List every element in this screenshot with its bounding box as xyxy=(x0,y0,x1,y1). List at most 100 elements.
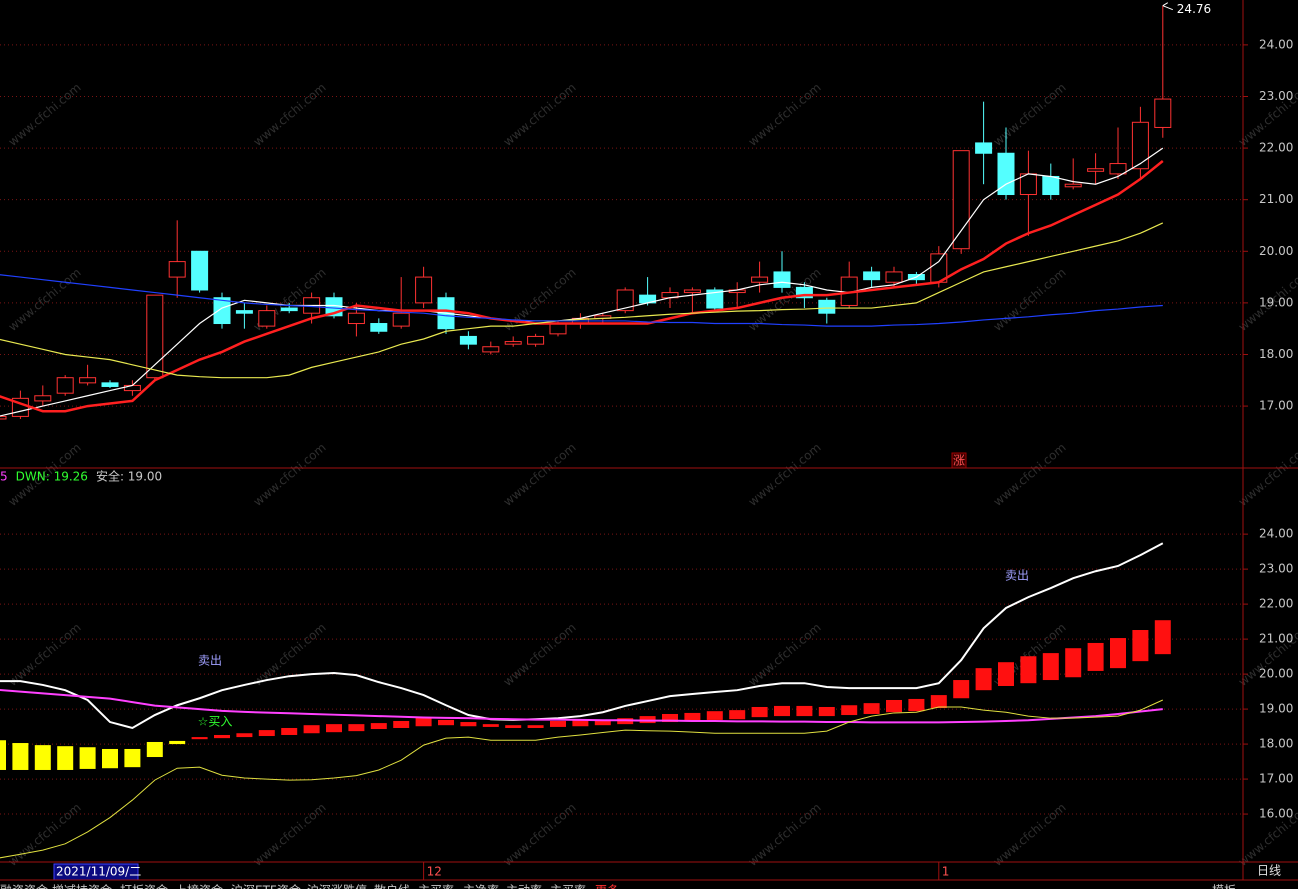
candle-body xyxy=(459,335,477,345)
candle-body xyxy=(549,323,567,335)
y-tick-label: 18.00 xyxy=(1259,737,1293,751)
indicator-bar xyxy=(505,725,522,728)
candle-body xyxy=(1042,175,1060,196)
indicator-bar xyxy=(527,725,544,728)
x-tick-label: 1 xyxy=(942,865,950,879)
candle-body xyxy=(0,415,7,420)
candle-body xyxy=(280,307,298,312)
indicator-bar xyxy=(841,705,858,716)
toolbar-tab[interactable]: 主买率 xyxy=(550,883,586,889)
indicator-bar xyxy=(662,713,678,723)
toolbar-tab[interactable]: 上榜资金 xyxy=(175,883,223,889)
y-tick-label: 24.00 xyxy=(1259,37,1293,51)
indicator-bar xyxy=(751,706,768,718)
toolbar-tab[interactable]: 打板资金 xyxy=(120,883,168,889)
indicator-bar xyxy=(415,717,432,727)
toolbar-tab[interactable]: 沪深ETF资金 xyxy=(231,883,301,889)
indicator-bar xyxy=(1110,638,1126,669)
y-tick-label: 21.00 xyxy=(1259,632,1293,646)
indicator-bar xyxy=(12,743,29,770)
y-tick-label: 20.00 xyxy=(1259,244,1293,258)
candle-body xyxy=(213,297,231,325)
candle-body xyxy=(392,312,410,327)
indicator-bar xyxy=(639,716,656,724)
x-tick-label: 12 xyxy=(427,865,442,879)
toolbar-tab[interactable]: 主买率 xyxy=(418,883,454,889)
candle-body xyxy=(235,310,253,314)
indicator-bar xyxy=(236,733,253,738)
toolbar-tab[interactable]: 更多 xyxy=(595,884,619,889)
indicator-bar xyxy=(258,730,275,737)
max-arrow xyxy=(1162,2,1173,11)
indicator-bar xyxy=(460,722,477,727)
y-tick-label: 16.00 xyxy=(1259,807,1293,821)
y-tick-label: 22.00 xyxy=(1259,141,1293,155)
indicator-bar xyxy=(818,706,835,717)
indicator-bar xyxy=(281,727,298,735)
indicator-bar xyxy=(953,680,970,699)
indicator-bar xyxy=(214,734,230,739)
candle-body xyxy=(34,395,52,402)
toolbar-tab[interactable]: 沪深涨跌停 xyxy=(307,883,367,889)
y-tick-label: 23.00 xyxy=(1259,89,1293,103)
y-tick-label: 20.00 xyxy=(1259,667,1293,681)
candle-body xyxy=(101,382,119,387)
indicator-bar xyxy=(370,723,387,730)
cursor-label: 2021/11/09/二 xyxy=(56,865,141,879)
toolbar-tab[interactable]: 融资资金 xyxy=(0,883,48,889)
indicator-bar xyxy=(706,711,723,720)
template-button[interactable]: 模板 xyxy=(1212,884,1236,889)
moving-average xyxy=(0,160,1164,413)
candle-body xyxy=(706,289,724,309)
period-label: 日线 xyxy=(1257,864,1281,878)
candle-body xyxy=(168,261,186,278)
y-tick-label: 19.00 xyxy=(1259,702,1293,716)
indicator-line xyxy=(0,699,1164,859)
candle-body xyxy=(504,341,522,345)
indicator-bar xyxy=(348,724,365,732)
candle-body xyxy=(683,289,701,294)
toolbar-tab[interactable]: 散户线 xyxy=(374,883,410,889)
indicator-bar xyxy=(684,712,701,721)
indicator-bar xyxy=(1154,620,1171,655)
legend-entry: 安全: 19.00 xyxy=(96,469,162,484)
candle-body xyxy=(751,276,769,283)
indicator-bar xyxy=(975,668,992,691)
toolbar-tab[interactable]: 主净率 xyxy=(463,883,499,889)
candle-body xyxy=(863,271,881,281)
toolbar-tab[interactable]: 增减持资金 xyxy=(52,883,112,889)
legend-entry: 5 xyxy=(0,470,8,484)
tag: 涨 xyxy=(953,453,965,468)
indicator-bar xyxy=(863,703,880,714)
candle-body xyxy=(482,346,500,353)
indicator-bar xyxy=(1065,648,1082,678)
indicator-bar xyxy=(796,705,813,717)
candle-body xyxy=(1109,163,1127,175)
y-tick-label: 19.00 xyxy=(1259,295,1293,309)
indicator-bar xyxy=(572,719,589,727)
candle-body xyxy=(347,312,365,325)
indicator-bar xyxy=(886,699,902,713)
indicator-bar xyxy=(34,745,51,770)
indicator-bar xyxy=(908,698,925,712)
candle-body xyxy=(1064,183,1082,188)
candle-body xyxy=(773,271,791,288)
indicator-bar xyxy=(1132,630,1149,662)
indicator-bar xyxy=(146,741,163,758)
y-tick-label: 18.00 xyxy=(1259,347,1293,361)
indicator-bar xyxy=(594,719,611,726)
indicator-bar xyxy=(1087,642,1104,671)
indicator-bar xyxy=(57,746,74,770)
indicator-bar xyxy=(326,724,342,733)
y-tick-label: 21.00 xyxy=(1259,192,1293,206)
indicator-bar xyxy=(930,695,947,709)
toolbar-tab[interactable]: 主动率 xyxy=(506,883,542,889)
indicator-bar xyxy=(550,720,566,727)
candle-body xyxy=(258,310,276,327)
indicator-bar xyxy=(169,740,186,745)
y-tick-label: 17.00 xyxy=(1259,399,1293,413)
legend-entry: DWN: 19.26 xyxy=(16,470,88,484)
indicator-bar xyxy=(1042,653,1059,681)
indicator-bar xyxy=(1020,656,1037,684)
